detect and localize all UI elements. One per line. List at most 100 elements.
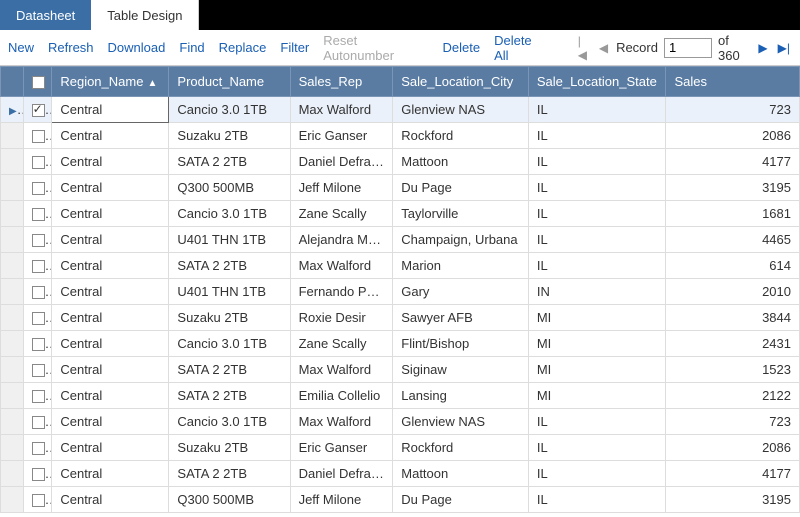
cell-rep[interactable]: Max Walford [290, 357, 393, 383]
cell-city[interactable]: Mattoon [393, 149, 529, 175]
tab-datasheet[interactable]: Datasheet [0, 0, 91, 30]
cell-region[interactable]: Central [52, 149, 169, 175]
cell-region[interactable]: Central [52, 279, 169, 305]
row-checkbox-cell[interactable] [23, 357, 52, 383]
row-indicator[interactable] [1, 279, 24, 305]
cell-city[interactable]: Sawyer AFB [393, 305, 529, 331]
column-header-rep[interactable]: Sales_Rep [290, 67, 393, 97]
row-checkbox[interactable] [32, 442, 45, 455]
first-record-icon[interactable]: |◀ [576, 34, 591, 62]
cell-sales[interactable]: 4177 [666, 461, 800, 487]
cell-sales[interactable]: 2010 [666, 279, 800, 305]
cell-region[interactable]: Central [52, 123, 169, 149]
cell-sales[interactable]: 2431 [666, 331, 800, 357]
table-row[interactable]: CentralCancio 3.0 1TBZane ScallyFlint/Bi… [1, 331, 800, 357]
cell-rep[interactable]: Fernando Ponds [290, 279, 393, 305]
row-checkbox-cell[interactable] [23, 253, 52, 279]
cell-city[interactable]: Glenview NAS [393, 409, 529, 435]
row-checkbox-cell[interactable] [23, 149, 52, 175]
row-checkbox[interactable] [32, 208, 45, 221]
table-row[interactable]: CentralQ300 500MBJeff MiloneDu PageIL319… [1, 175, 800, 201]
cell-state[interactable]: IL [528, 149, 666, 175]
cell-sales[interactable]: 3195 [666, 487, 800, 513]
refresh-link[interactable]: Refresh [48, 40, 94, 55]
new-link[interactable]: New [8, 40, 34, 55]
cell-city[interactable]: Rockford [393, 435, 529, 461]
find-link[interactable]: Find [179, 40, 204, 55]
row-indicator[interactable] [1, 253, 24, 279]
cell-city[interactable]: Gary [393, 279, 529, 305]
cell-product[interactable]: Cancio 3.0 1TB [169, 97, 290, 123]
column-header-sales[interactable]: Sales [666, 67, 800, 97]
cell-region[interactable]: Central [52, 331, 169, 357]
cell-product[interactable]: SATA 2 2TB [169, 253, 290, 279]
cell-product[interactable]: Cancio 3.0 1TB [169, 331, 290, 357]
cell-rep[interactable]: Zane Scally [290, 201, 393, 227]
filter-link[interactable]: Filter [280, 40, 309, 55]
cell-sales[interactable]: 1681 [666, 201, 800, 227]
cell-rep[interactable]: Eric Ganser [290, 435, 393, 461]
row-indicator[interactable] [1, 149, 24, 175]
row-checkbox-cell[interactable] [23, 435, 52, 461]
row-indicator[interactable]: ▶ [1, 97, 24, 123]
cell-product[interactable]: U401 THN 1TB [169, 279, 290, 305]
cell-product[interactable]: SATA 2 2TB [169, 149, 290, 175]
cell-product[interactable]: Cancio 3.0 1TB [169, 201, 290, 227]
cell-state[interactable]: IL [528, 409, 666, 435]
cell-state[interactable]: IL [528, 487, 666, 513]
cell-product[interactable]: Q300 500MB [169, 175, 290, 201]
column-header-region[interactable]: Region_Name▲ [52, 67, 169, 97]
cell-rep[interactable]: Alejandra Maybee [290, 227, 393, 253]
cell-region[interactable]: Central [52, 253, 169, 279]
cell-rep[interactable]: Zane Scally [290, 331, 393, 357]
row-checkbox[interactable] [32, 286, 45, 299]
cell-city[interactable]: Taylorville [393, 201, 529, 227]
cell-state[interactable]: IL [528, 461, 666, 487]
cell-region[interactable]: Central [52, 461, 169, 487]
cell-region[interactable]: Central [52, 487, 169, 513]
row-checkbox[interactable] [32, 364, 45, 377]
last-record-icon[interactable]: ▶| [776, 41, 792, 55]
cell-state[interactable]: MI [528, 357, 666, 383]
cell-state[interactable]: IL [528, 123, 666, 149]
row-indicator[interactable] [1, 201, 24, 227]
cell-state[interactable]: IL [528, 227, 666, 253]
tab-table-design[interactable]: Table Design [91, 0, 199, 30]
select-all-header[interactable] [23, 67, 52, 97]
table-row[interactable]: ▶CentralCancio 3.0 1TBMax WalfordGlenvie… [1, 97, 800, 123]
row-checkbox-cell[interactable] [23, 279, 52, 305]
cell-sales[interactable]: 4465 [666, 227, 800, 253]
cell-product[interactable]: Suzaku 2TB [169, 123, 290, 149]
cell-city[interactable]: Flint/Bishop [393, 331, 529, 357]
row-checkbox-cell[interactable] [23, 227, 52, 253]
table-row[interactable]: CentralU401 THN 1TBAlejandra MaybeeChamp… [1, 227, 800, 253]
table-row[interactable]: CentralQ300 500MBJeff MiloneDu PageIL319… [1, 487, 800, 513]
cell-region[interactable]: Central [52, 175, 169, 201]
row-indicator[interactable] [1, 383, 24, 409]
row-checkbox[interactable] [32, 416, 45, 429]
row-indicator[interactable] [1, 175, 24, 201]
row-checkbox-cell[interactable] [23, 487, 52, 513]
select-all-checkbox[interactable] [32, 76, 45, 89]
row-checkbox[interactable] [32, 182, 45, 195]
cell-region[interactable]: Central [52, 227, 169, 253]
row-indicator[interactable] [1, 435, 24, 461]
cell-state[interactable]: IL [528, 253, 666, 279]
row-indicator[interactable] [1, 357, 24, 383]
cell-region[interactable]: Central [52, 305, 169, 331]
row-checkbox-cell[interactable] [23, 305, 52, 331]
cell-sales[interactable]: 614 [666, 253, 800, 279]
cell-product[interactable]: Suzaku 2TB [169, 305, 290, 331]
row-checkbox[interactable] [32, 494, 45, 507]
delete-link[interactable]: Delete [443, 40, 481, 55]
cell-rep[interactable]: Max Walford [290, 409, 393, 435]
cell-region[interactable]: Central [52, 383, 169, 409]
cell-city[interactable]: Mattoon [393, 461, 529, 487]
table-row[interactable]: CentralSATA 2 2TBMax WalfordSiginawMI152… [1, 357, 800, 383]
cell-rep[interactable]: Jeff Milone [290, 175, 393, 201]
table-row[interactable]: CentralSATA 2 2TBDaniel DefrankMattoonIL… [1, 149, 800, 175]
row-indicator[interactable] [1, 409, 24, 435]
cell-region[interactable]: Central [52, 435, 169, 461]
column-header-product[interactable]: Product_Name [169, 67, 290, 97]
cell-sales[interactable]: 4177 [666, 149, 800, 175]
